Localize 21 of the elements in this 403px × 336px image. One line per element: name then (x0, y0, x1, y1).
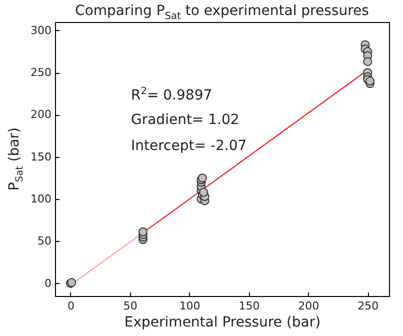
point (199, 188, 208, 197)
y-tick-label: 250 (30, 66, 52, 80)
y-tick-label: 200 (30, 108, 52, 122)
y-tick-label: 50 (38, 234, 52, 248)
chart-title: Comparing P$_{Sat}$ to experimental pressures (74, 3, 370, 22)
x-tick-label: 100 (179, 300, 200, 312)
annotation: R$^{2}$= 0.9897 (131, 86, 212, 104)
x-axis-title: Experimental Pressure (bar) (124, 314, 321, 330)
x-tick-label: 200 (298, 300, 320, 312)
y-tick-label: 300 (30, 24, 52, 37)
y-tick-label: 150 (30, 150, 52, 164)
y-tick-label: 100 (30, 192, 52, 206)
annotation: Gradient= 1.02 (131, 112, 240, 128)
x-tick-label: 50 (123, 300, 138, 312)
x-tick-label: 0 (67, 300, 74, 312)
x-tick-label: 250 (358, 300, 379, 312)
point (363, 57, 372, 66)
x-tick-label: 150 (238, 300, 260, 312)
y-tick-label: 0 (44, 276, 52, 290)
point (138, 227, 148, 236)
annotation: Intercept= -2.07 (131, 138, 247, 154)
